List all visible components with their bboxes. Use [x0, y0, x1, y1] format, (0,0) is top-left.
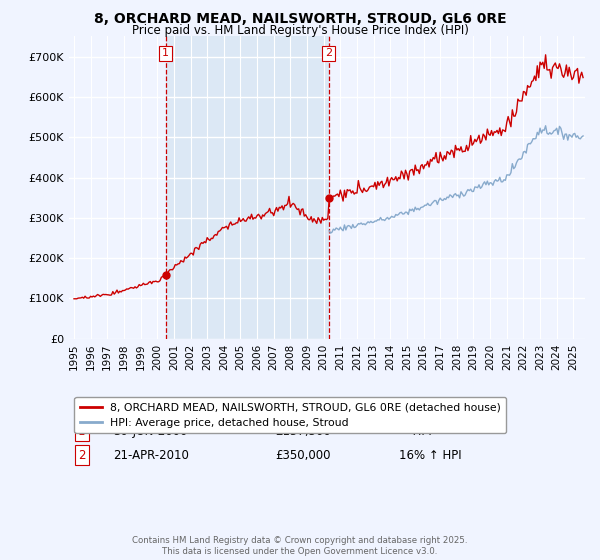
Text: 21-APR-2010: 21-APR-2010 [113, 449, 189, 462]
Legend: 8, ORCHARD MEAD, NAILSWORTH, STROUD, GL6 0RE (detached house), HPI: Average pric: 8, ORCHARD MEAD, NAILSWORTH, STROUD, GL6… [74, 397, 506, 433]
Text: £350,000: £350,000 [275, 449, 331, 462]
Text: 1: 1 [78, 424, 86, 437]
Bar [166, 36, 329, 339]
Text: Price paid vs. HM Land Registry's House Price Index (HPI): Price paid vs. HM Land Registry's House … [131, 24, 469, 37]
Text: 30-JUN-2000: 30-JUN-2000 [113, 424, 187, 437]
Text: £157,500: £157,500 [275, 424, 331, 437]
Text: Contains HM Land Registry data © Crown copyright and database right 2025.
This d: Contains HM Land Registry data © Crown c… [132, 536, 468, 556]
Text: 1: 1 [162, 49, 169, 58]
Text: ≈ HPI: ≈ HPI [399, 424, 432, 437]
Text: 2: 2 [325, 49, 332, 58]
Text: 16% ↑ HPI: 16% ↑ HPI [399, 449, 462, 462]
Text: 8, ORCHARD MEAD, NAILSWORTH, STROUD, GL6 0RE: 8, ORCHARD MEAD, NAILSWORTH, STROUD, GL6… [94, 12, 506, 26]
Text: 2: 2 [78, 449, 86, 462]
